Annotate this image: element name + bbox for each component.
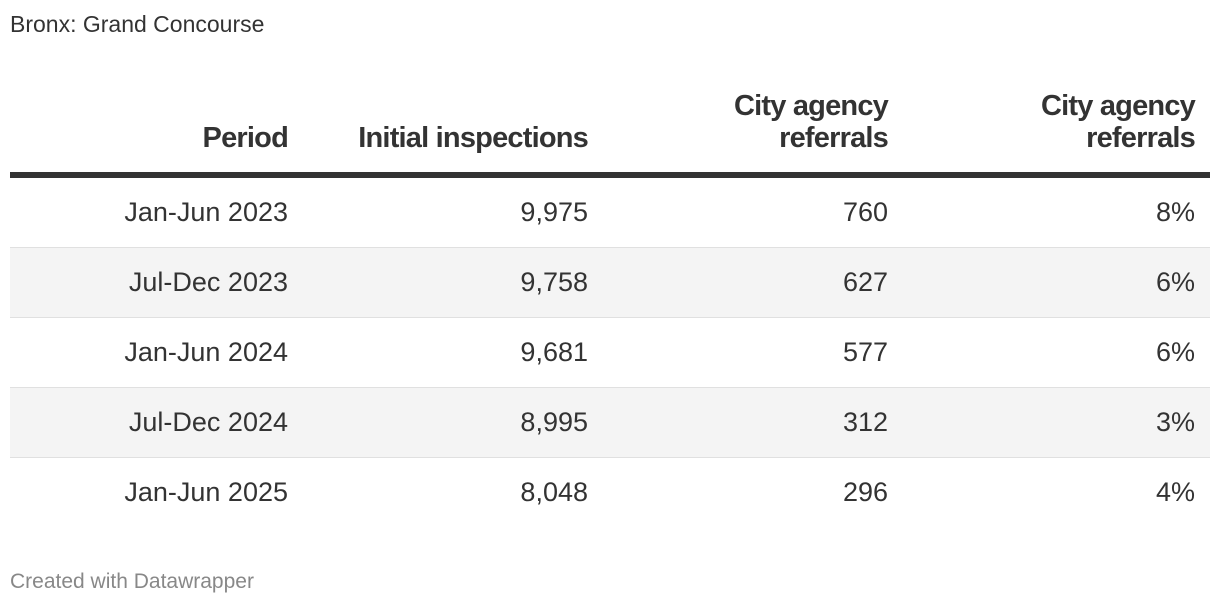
referrals-cell: 296 [842,477,888,507]
column-header-period: Period [10,90,295,178]
referrals-percent-cell: 8% [895,175,1210,248]
datawrapper-credit: Created with Datawrapper [10,570,254,593]
initial-inspections-cell: 9,681 [295,317,595,388]
initial-inspections-cell: 8,995 [295,387,595,458]
initial-inspections-cell: 8,048 [520,477,588,507]
column-header-city-agency-referrals: City agency referrals [595,90,895,178]
initial-inspections-cell: 9,758 [295,247,595,318]
period-cell: Jul-Dec 2024 [10,387,295,458]
table-row: Jan-Jun 2025 8,048 296 4% [10,458,1210,528]
column-header-initial-inspections: Initial inspections [295,90,595,178]
table-row: Jul-Dec 2024 8,995 312 3% [10,387,1210,458]
period-cell: Jul-Dec 2023 [10,247,295,318]
referrals-percent-cell: 6% [895,317,1210,388]
chart-title: Bronx: Grand Concourse [10,11,265,37]
column-header-city-agency-referrals-percent: City agency referrals [895,90,1210,178]
referrals-percent-cell: 3% [895,387,1210,458]
table-row: Jan-Jun 2023 9,975 760 8% [10,175,1210,248]
referrals-cell: 577 [595,317,895,388]
referrals-percent-cell: 4% [1155,477,1195,507]
referrals-percent-cell: 6% [895,247,1210,318]
data-table: Period Initial inspections City agency r… [10,90,1210,527]
initial-inspections-cell: 9,975 [295,175,595,248]
period-cell: Jan-Jun 2024 [10,317,295,388]
table-header-row: Period Initial inspections City agency r… [10,90,1210,178]
referrals-cell: 627 [595,247,895,318]
table-row: Jan-Jun 2024 9,681 577 6% [10,317,1210,388]
table-row: Jul-Dec 2023 9,758 627 6% [10,247,1210,318]
period-cell: Jan-Jun 2023 [10,175,295,248]
referrals-cell: 760 [595,175,895,248]
period-cell: Jan-Jun 2025 [124,477,288,507]
referrals-cell: 312 [595,387,895,458]
